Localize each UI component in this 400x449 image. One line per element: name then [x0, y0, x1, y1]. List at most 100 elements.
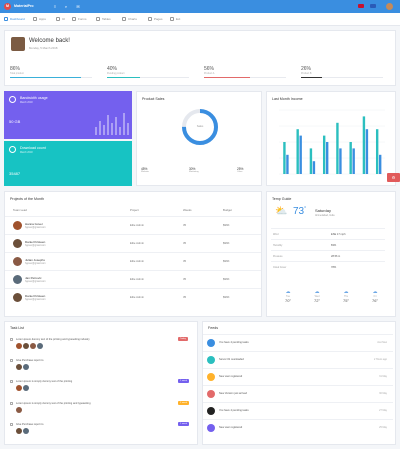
income-bar: [365, 129, 369, 174]
forecast-day: ☁ Fri 76°: [368, 289, 382, 303]
brand-name: MaterialPro: [14, 4, 34, 8]
forecast-day: ☁ Thu 75°: [339, 289, 353, 303]
income-bar: [296, 129, 299, 174]
feed-icon: [207, 424, 215, 432]
table-row[interactable]: Daniel Kristeen hgover@gmail.com Elite Ad…: [5, 234, 261, 252]
bandwidth-title: Bandwidth usage: [20, 96, 48, 100]
task-item[interactable]: Give Purchase report to 1 week: [5, 421, 195, 443]
avatar: [13, 293, 22, 302]
mail-icon[interactable]: ✉: [76, 4, 80, 9]
weather-row: Cloud Cover 78%: [271, 261, 385, 272]
donut-center-label: Sales: [196, 125, 204, 128]
nav-forms[interactable]: Forms: [72, 17, 87, 21]
stat-pending: 40% Pending product: [107, 66, 189, 82]
avatar: [13, 221, 22, 230]
charts-icon: [122, 17, 126, 21]
table-row[interactable]: Julian Josephs hgover@gmail.com Elite Adm…: [5, 252, 261, 270]
forecast-day: ☁ Tue 70°: [281, 289, 295, 303]
cloud-icon: ☁: [343, 289, 349, 295]
feed-item[interactable]: New user registered 31 May: [203, 368, 393, 385]
stat-total: 86% Total product: [10, 66, 92, 82]
bandwidth-subtitle: March 2018: [20, 101, 33, 104]
forms-icon: [72, 17, 76, 21]
nav-pages[interactable]: Pages: [148, 17, 163, 21]
task-checkbox[interactable]: [10, 423, 13, 426]
avatar: [13, 257, 22, 266]
avatar: [13, 275, 22, 284]
income-bar: [349, 142, 352, 174]
forecast-day: ☁ Wed 72°: [310, 289, 324, 303]
col-budget: Budget: [223, 208, 232, 212]
download-card: Download count March 2018 35487: [4, 141, 132, 186]
task-item[interactable]: Lorem ipsum is simply dummy text of the …: [5, 378, 195, 400]
cloud-icon: ☁: [372, 289, 378, 295]
top-bar: M MaterialPro ≡ ⌕ ✉: [0, 0, 400, 13]
income-bar: [312, 161, 316, 174]
feed-item[interactable]: You have 4 pending tasks Just Now: [203, 334, 393, 351]
nav-apps[interactable]: Apps: [33, 17, 46, 21]
task-badge: 1 week: [178, 379, 189, 383]
language-flag-icon[interactable]: [370, 4, 376, 8]
income-bar: [362, 116, 366, 174]
income-bar: [322, 135, 326, 174]
ui-icon: [56, 17, 60, 21]
income-bar: [325, 142, 329, 174]
feed-item[interactable]: New Version just arrived 30 May: [203, 385, 393, 402]
income-bar: [309, 148, 313, 174]
donut-segment: [182, 109, 218, 145]
legend-other: 25% Other: [237, 167, 244, 173]
tables-icon: [96, 17, 100, 21]
cloud-icon: ☁: [285, 289, 291, 295]
nav-tables[interactable]: Tables: [96, 17, 111, 21]
nav-ext[interactable]: Ext: [170, 17, 180, 21]
table-row[interactable]: Daniel Kristeen hgover@gmail.com Elite Ad…: [5, 288, 261, 306]
task-checkbox[interactable]: [10, 402, 13, 405]
task-item[interactable]: Lorem ipsum dummy text of the printing a…: [5, 336, 195, 358]
income-bar: [378, 154, 382, 174]
col-team-lead: Team Lead: [13, 208, 27, 212]
task-checkbox[interactable]: [10, 359, 13, 362]
settings-float-button[interactable]: ⚙: [387, 173, 400, 182]
logo: M: [4, 3, 11, 10]
bandwidth-value: 50 GB: [9, 119, 21, 124]
flag-icon[interactable]: [358, 4, 364, 8]
stat-pending-fill: [107, 77, 140, 79]
feed-item[interactable]: Server #1 overloaded 2 Hours ago: [203, 351, 393, 368]
stat-product-b-fill: [301, 77, 323, 79]
legend-website: 45% Website: [141, 167, 149, 173]
task-item[interactable]: Give Purchase report to: [5, 357, 195, 379]
income-bar-chart: [279, 109, 385, 175]
nav-dashboard[interactable]: Dashboard: [4, 17, 25, 21]
pages-icon: [148, 17, 152, 21]
table-row[interactable]: Jan Petrovic hgover@gmail.com Elite Admin…: [5, 270, 261, 288]
last-month-card: Last Month Income: [266, 91, 396, 186]
feed-icon: [207, 407, 215, 415]
feed-icon: [207, 339, 215, 347]
sales-donut: [182, 109, 218, 145]
nav-ui[interactable]: UI: [56, 17, 65, 21]
avatar: [13, 239, 22, 248]
menu-icon[interactable]: ≡: [53, 4, 57, 9]
projects-card: Projects of the Month Team Lead Project …: [4, 191, 262, 317]
download-value: 35487: [9, 171, 21, 176]
feed-item[interactable]: You have 4 pending tasks 27 May: [203, 402, 393, 419]
task-checkbox[interactable]: [10, 380, 13, 383]
task-badge: Today: [178, 337, 188, 341]
weather-row: Humidity 83%: [271, 239, 385, 250]
last-month-title: Last Month Income: [272, 97, 303, 101]
task-checkbox[interactable]: [10, 338, 13, 341]
nav-charts[interactable]: Charts: [122, 17, 137, 21]
task-list-card: Task List Lorem ipsum dummy text of the …: [4, 321, 198, 445]
task-item[interactable]: Lorem ipsum is simply dummy text of the …: [5, 400, 195, 422]
user-avatar[interactable]: [386, 3, 393, 10]
task-list-title: Task List: [10, 326, 24, 330]
income-bar: [299, 135, 302, 174]
stat-product-a: 56% Product A: [204, 66, 286, 82]
feed-item[interactable]: New user registered 25 May: [203, 419, 393, 436]
clock-icon: [9, 146, 16, 153]
table-row[interactable]: Hanna Gover hgover@gmail.com Elite Admin 3…: [5, 216, 261, 234]
legend-marketing: 30% Marketing: [189, 167, 199, 173]
clock-icon: [9, 96, 16, 103]
feeds-card: Feeds You have 4 pending tasks Just Now S…: [202, 321, 396, 445]
search-icon[interactable]: ⌕: [64, 4, 68, 9]
